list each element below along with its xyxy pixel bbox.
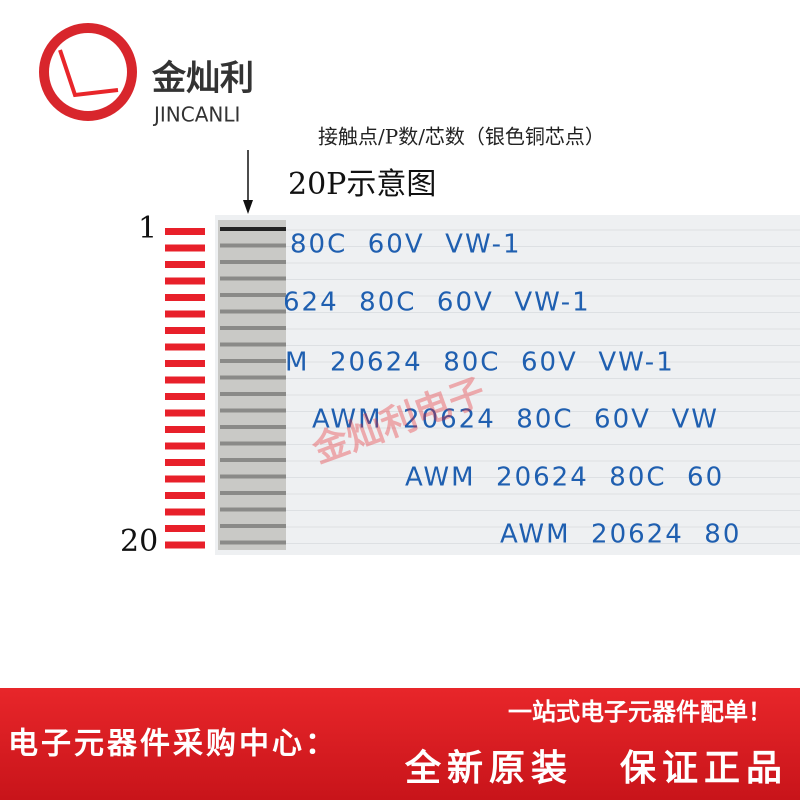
badge-left: 全新原装 [404,747,573,789]
pin-stripe [165,343,205,351]
pin-stripe [165,475,205,483]
banner-slogan: 一站式电子元器件配单！ [508,698,772,726]
stripes [165,227,800,549]
contact-line [220,524,286,528]
pin-stripe [165,393,205,400]
banner [0,688,800,800]
badge-right: 保证正品 [620,748,788,789]
print-line: 80C 60V VW-1 [290,230,522,260]
logo-ring [39,23,137,121]
print-line: AWM 20624 80C 60V VW [312,405,719,435]
pin-stripe [165,426,205,433]
contact-line [220,243,286,248]
contact-line [220,227,286,231]
contact-line [220,293,286,297]
pin-first: 1 [138,211,157,246]
cable [215,215,800,555]
pin-stripe [165,508,205,516]
diagram-title: 20P示意图 [288,167,436,202]
cable-print: 80C 60V VW-1 624 80C 60V VW-1 M 20624 80C … [283,230,741,550]
contact-line [220,392,286,396]
contact-line [220,540,286,545]
pin-stripe [165,360,205,367]
contact-area [218,220,286,550]
contact-line [220,260,286,264]
print-line: AWM 20624 80 [500,520,741,550]
pin-stripe [165,459,205,466]
print-line: 624 80C 60V VW-1 [283,288,591,318]
contact-line [220,458,286,462]
contact-line [220,309,286,314]
contact-line [220,326,286,330]
contact-line [220,425,286,429]
pin-stripe [165,442,205,450]
pin-stripe [165,376,205,384]
pin-stripe [165,244,205,252]
pin-stripe [165,327,205,334]
logo [39,23,137,121]
pin-stripe [165,228,205,235]
pin-stripe [165,492,205,499]
caption: 接触点/P数/芯数（银色铜芯点） [318,125,605,149]
pin-stripe [165,294,205,301]
contact-line [220,507,286,512]
banner-center: 电子元器件采购中心： [8,727,338,762]
contact-line [220,408,286,413]
pin-stripe [165,525,205,532]
contact-line [220,375,286,380]
pin-stripe [165,310,205,318]
print-line: AWM 20624 80C 60 [405,463,724,493]
pin-stripe [165,409,205,417]
contact-line [220,474,286,479]
contact-line [220,359,286,363]
arrow-head [243,200,253,214]
contact-line [220,342,286,347]
contact-line [220,491,286,495]
contact-line [220,441,286,446]
pin-stripe [165,261,205,268]
brand-en: JINCANLI [152,103,240,127]
logo-letter-inner [58,49,119,98]
brand: 金灿利 [151,59,254,99]
pin-last: 20 [120,524,158,559]
print-line: M 20624 80C 60V VW-1 [285,348,675,378]
pin-stripe [165,541,205,549]
pin-stripe [165,277,205,285]
contact-line [220,276,286,281]
